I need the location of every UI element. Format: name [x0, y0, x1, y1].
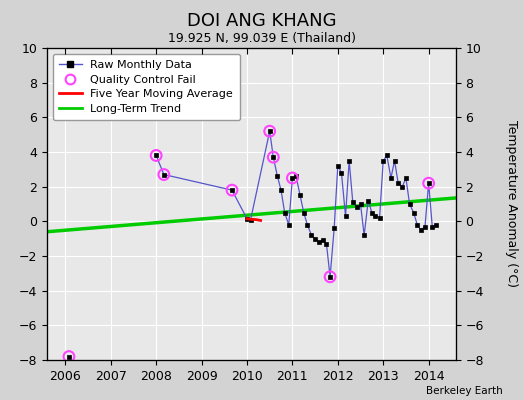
Raw Monthly Data — [395, 181, 401, 186]
Raw Monthly Data — [308, 233, 314, 238]
Raw Monthly Data — [425, 181, 432, 186]
Raw Monthly Data — [391, 158, 398, 163]
Raw Monthly Data — [312, 236, 318, 241]
Raw Monthly Data — [323, 242, 330, 246]
Five Year Moving Average — [247, 217, 254, 222]
Raw Monthly Data — [365, 198, 372, 203]
Raw Monthly Data — [293, 174, 299, 179]
Five Year Moving Average — [253, 217, 259, 222]
Raw Monthly Data — [229, 188, 235, 192]
Raw Monthly Data — [429, 224, 435, 229]
Line: Raw Monthly Data: Raw Monthly Data — [154, 129, 439, 279]
Raw Monthly Data — [380, 158, 386, 163]
Raw Monthly Data — [331, 226, 337, 231]
Raw Monthly Data — [384, 153, 390, 158]
Raw Monthly Data — [399, 184, 406, 189]
Raw Monthly Data — [357, 202, 364, 206]
Quality Control Fail — [288, 175, 297, 181]
Raw Monthly Data — [354, 205, 360, 210]
Quality Control Fail — [424, 180, 433, 186]
Raw Monthly Data — [335, 164, 341, 168]
Raw Monthly Data — [361, 233, 367, 238]
Raw Monthly Data — [286, 222, 292, 227]
Raw Monthly Data — [369, 210, 375, 215]
Text: Berkeley Earth: Berkeley Earth — [427, 386, 503, 396]
Raw Monthly Data — [153, 153, 159, 158]
Raw Monthly Data — [346, 158, 352, 163]
Raw Monthly Data — [278, 188, 284, 192]
Line: Five Year Moving Average: Five Year Moving Average — [247, 219, 260, 220]
Raw Monthly Data — [376, 216, 383, 220]
Raw Monthly Data — [403, 176, 409, 180]
Quality Control Fail — [228, 187, 236, 193]
Quality Control Fail — [269, 154, 278, 160]
Raw Monthly Data — [247, 217, 254, 222]
Raw Monthly Data — [244, 216, 250, 221]
Raw Monthly Data — [410, 210, 417, 215]
Raw Monthly Data — [373, 214, 379, 218]
Raw Monthly Data — [297, 193, 303, 198]
Raw Monthly Data — [342, 214, 348, 218]
Quality Control Fail — [152, 152, 160, 159]
Raw Monthly Data — [270, 155, 277, 160]
Raw Monthly Data — [281, 210, 288, 215]
Raw Monthly Data — [301, 210, 307, 215]
Raw Monthly Data — [267, 129, 273, 134]
Raw Monthly Data — [289, 176, 296, 180]
Quality Control Fail — [326, 274, 334, 280]
Raw Monthly Data — [315, 240, 322, 244]
Raw Monthly Data — [320, 238, 326, 243]
Y-axis label: Temperature Anomaly (°C): Temperature Anomaly (°C) — [505, 120, 518, 288]
Raw Monthly Data — [407, 202, 413, 206]
Raw Monthly Data — [327, 274, 333, 279]
Raw Monthly Data — [161, 172, 167, 177]
Raw Monthly Data — [418, 228, 424, 232]
Legend: Raw Monthly Data, Quality Control Fail, Five Year Moving Average, Long-Term Tren: Raw Monthly Data, Quality Control Fail, … — [53, 54, 240, 120]
Raw Monthly Data — [339, 170, 345, 175]
Raw Monthly Data — [422, 224, 428, 229]
Raw Monthly Data — [304, 222, 311, 227]
Text: 19.925 N, 99.039 E (Thailand): 19.925 N, 99.039 E (Thailand) — [168, 32, 356, 45]
Five Year Moving Average — [257, 218, 264, 223]
Raw Monthly Data — [350, 200, 356, 205]
Text: DOI ANG KHANG: DOI ANG KHANG — [187, 12, 337, 30]
Quality Control Fail — [160, 171, 168, 178]
Raw Monthly Data — [274, 174, 280, 179]
Raw Monthly Data — [414, 222, 420, 227]
Quality Control Fail — [65, 353, 73, 360]
Five Year Moving Average — [244, 216, 250, 221]
Raw Monthly Data — [388, 176, 394, 180]
Raw Monthly Data — [433, 222, 440, 227]
Quality Control Fail — [266, 128, 274, 134]
